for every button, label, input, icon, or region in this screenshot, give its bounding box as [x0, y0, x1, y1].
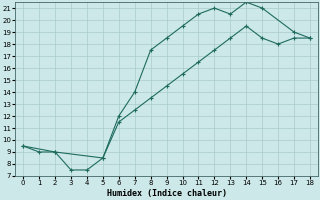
X-axis label: Humidex (Indice chaleur): Humidex (Indice chaleur)	[107, 189, 227, 198]
